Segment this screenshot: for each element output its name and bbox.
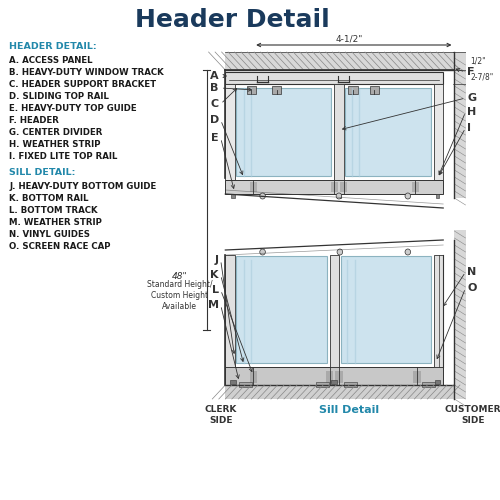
Text: I: I — [468, 123, 471, 133]
Circle shape — [260, 249, 266, 255]
Bar — [272, 86, 281, 94]
Text: H. WEATHER STRIP: H. WEATHER STRIP — [10, 140, 101, 149]
Circle shape — [405, 249, 410, 255]
Bar — [226, 180, 443, 194]
Text: HEADER DETAIL:: HEADER DETAIL: — [10, 42, 97, 51]
Circle shape — [405, 193, 410, 199]
Bar — [414, 371, 421, 383]
Text: K. BOTTOM RAIL: K. BOTTOM RAIL — [10, 194, 89, 203]
Text: I. FIXED LITE TOP RAIL: I. FIXED LITE TOP RAIL — [10, 152, 118, 161]
Circle shape — [337, 249, 342, 255]
Text: L: L — [212, 285, 219, 295]
Text: CLERK
SIDE: CLERK SIDE — [204, 405, 237, 425]
Bar — [316, 382, 328, 387]
Bar — [246, 86, 256, 94]
Bar — [250, 182, 257, 192]
Bar — [226, 72, 443, 84]
Bar — [334, 84, 344, 180]
Bar — [330, 255, 339, 367]
Bar — [434, 255, 443, 367]
Text: Sill Detail: Sill Detail — [319, 405, 379, 415]
Text: A: A — [210, 71, 219, 81]
Bar — [422, 382, 435, 387]
Bar — [226, 84, 234, 180]
Bar — [340, 182, 347, 192]
Bar — [226, 367, 443, 385]
Bar — [454, 230, 466, 399]
Bar — [434, 84, 443, 180]
Bar — [231, 194, 234, 198]
Text: B: B — [210, 83, 219, 93]
Bar — [435, 380, 440, 384]
Circle shape — [260, 193, 266, 199]
Text: G. CENTER DIVIDER: G. CENTER DIVIDER — [10, 128, 102, 137]
Bar — [226, 52, 454, 70]
Bar — [226, 255, 234, 367]
Text: J. HEAVY-DUTY BOTTOM GUIDE: J. HEAVY-DUTY BOTTOM GUIDE — [10, 182, 156, 191]
Text: CUSTOMER
SIDE: CUSTOMER SIDE — [444, 405, 500, 425]
Text: 1/2": 1/2" — [470, 56, 486, 66]
Text: E: E — [211, 133, 219, 143]
Text: A. ACCESS PANEL: A. ACCESS PANEL — [10, 56, 93, 65]
Bar — [236, 88, 332, 176]
Text: E. HEAVY-DUTY TOP GUIDE: E. HEAVY-DUTY TOP GUIDE — [10, 104, 137, 113]
Text: C. HEADER SUPPORT BRACKET: C. HEADER SUPPORT BRACKET — [10, 80, 156, 89]
Bar — [348, 86, 358, 94]
Text: O: O — [468, 283, 477, 293]
Bar — [236, 256, 327, 363]
Bar — [332, 380, 337, 384]
Bar — [337, 194, 341, 198]
Bar — [436, 194, 440, 198]
Bar — [370, 86, 379, 94]
Text: Standard Height/
Custom Height
Available: Standard Height/ Custom Height Available — [147, 280, 212, 311]
Text: O. SCREEN RACE CAP: O. SCREEN RACE CAP — [10, 242, 111, 251]
Text: SILL DETAIL:: SILL DETAIL: — [10, 168, 76, 177]
Text: D: D — [210, 115, 219, 125]
Bar — [226, 385, 454, 399]
Text: 2-7/8": 2-7/8" — [470, 72, 494, 82]
Text: M: M — [208, 300, 219, 310]
Bar — [341, 256, 431, 363]
Text: B. HEAVY-DUTY WINDOW TRACK: B. HEAVY-DUTY WINDOW TRACK — [10, 68, 164, 77]
Bar — [230, 380, 235, 384]
Text: Header Detail: Header Detail — [136, 8, 330, 32]
Text: 4-1/2": 4-1/2" — [336, 34, 363, 43]
Text: C: C — [210, 99, 219, 109]
Bar — [240, 382, 252, 387]
Text: H: H — [468, 107, 476, 117]
Text: G: G — [468, 93, 476, 103]
Text: L. BOTTOM TRACK: L. BOTTOM TRACK — [10, 206, 98, 215]
Text: D. SLIDING TOP RAIL: D. SLIDING TOP RAIL — [10, 92, 109, 101]
Bar — [346, 88, 431, 176]
Text: F: F — [468, 67, 475, 77]
Bar — [335, 371, 342, 383]
Text: N: N — [468, 267, 476, 277]
Bar — [344, 382, 356, 387]
Bar — [454, 52, 466, 198]
Bar — [330, 182, 338, 192]
Text: N. VINYL GUIDES: N. VINYL GUIDES — [10, 230, 90, 239]
Bar — [250, 371, 257, 383]
Bar — [412, 182, 419, 192]
Text: M. WEATHER STRIP: M. WEATHER STRIP — [10, 218, 102, 227]
Text: K: K — [210, 270, 219, 280]
Circle shape — [336, 193, 342, 199]
Text: 48": 48" — [172, 272, 188, 281]
Text: F. HEADER: F. HEADER — [10, 116, 59, 125]
Text: J: J — [215, 255, 219, 265]
Bar — [326, 371, 334, 383]
